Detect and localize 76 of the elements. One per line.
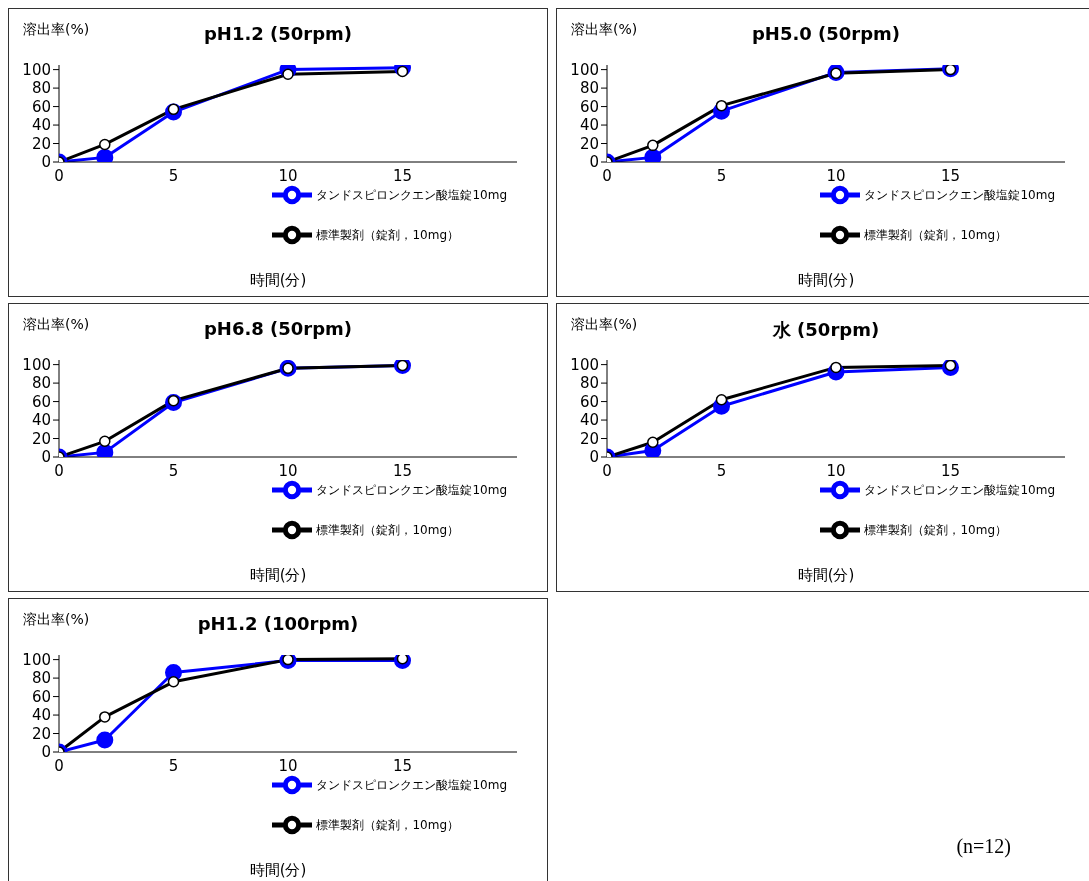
y-tick-label: 100 xyxy=(570,355,599,374)
legend-label: 標準製剤（錠剤，10mg） xyxy=(864,522,1007,537)
x-tick-label: 0 xyxy=(54,461,64,480)
x-tick-label: 5 xyxy=(716,166,727,185)
x-tick-label: 5 xyxy=(168,461,179,480)
x-tick-label: 10 xyxy=(826,166,846,185)
y-axis-title: 溶出率(%) xyxy=(23,316,90,334)
y-tick-label: 40 xyxy=(31,411,51,430)
legend-label: タンドスピロンクエン酸塩錠10mg xyxy=(864,482,1055,497)
x-tick-label: 5 xyxy=(168,756,179,775)
y-tick-label: 100 xyxy=(570,60,599,79)
x-tick-label: 10 xyxy=(278,166,298,185)
y-tick-label: 100 xyxy=(22,650,51,669)
y-tick-label: 80 xyxy=(31,374,51,393)
chart-title: 水 (50rpm) xyxy=(772,319,880,340)
y-axis-title: 溶出率(%) xyxy=(23,611,90,629)
y-tick-label: 20 xyxy=(579,134,599,153)
y-tick-label: 100 xyxy=(22,355,51,374)
y-tick-label: 0 xyxy=(589,153,599,172)
x-tick-label: 0 xyxy=(54,756,64,775)
y-tick-label: 60 xyxy=(31,687,51,706)
y-tick-label: 40 xyxy=(579,116,599,135)
legend-label: タンドスピロンクエン酸塩錠10mg xyxy=(316,187,507,202)
y-tick-label: 20 xyxy=(31,724,51,743)
y-axis-title: 溶出率(%) xyxy=(23,21,90,39)
x-axis-title: 時間(分) xyxy=(248,271,308,290)
x-tick-label: 5 xyxy=(716,461,727,480)
y-tick-label: 40 xyxy=(31,706,51,725)
y-tick-label: 20 xyxy=(31,429,51,448)
x-tick-label: 0 xyxy=(602,461,612,480)
legend-label: タンドスピロンクエン酸塩錠10mg xyxy=(316,482,507,497)
legend-label: タンドスピロンクエン酸塩錠10mg xyxy=(864,187,1055,202)
legend-label: 標準製剤（錠剤，10mg） xyxy=(316,817,459,832)
x-tick-label: 0 xyxy=(54,166,64,185)
y-axis-title: 溶出率(%) xyxy=(571,316,638,334)
y-tick-label: 40 xyxy=(579,411,599,430)
legend-label: 標準製剤（錠剤，10mg） xyxy=(316,227,459,242)
y-tick-label: 40 xyxy=(31,116,51,135)
x-tick-label: 10 xyxy=(278,461,298,480)
x-axis-title: 時間(分) xyxy=(248,566,308,585)
y-tick-label: 80 xyxy=(31,669,51,688)
legend-label: タンドスピロンクエン酸塩錠10mg xyxy=(316,777,507,792)
y-tick-label: 20 xyxy=(579,429,599,448)
y-tick-label: 60 xyxy=(31,392,51,411)
x-axis-title: 時間(分) xyxy=(796,271,856,290)
chart-title: pH5.0 (50rpm) xyxy=(751,23,901,44)
y-tick-label: 0 xyxy=(41,153,51,172)
y-tick-label: 20 xyxy=(31,134,51,153)
x-tick-label: 15 xyxy=(940,166,961,185)
x-tick-label: 15 xyxy=(940,461,961,480)
x-axis-title: 時間(分) xyxy=(248,861,308,880)
y-tick-label: 0 xyxy=(589,448,599,467)
chart-title: pH6.8 (50rpm) xyxy=(203,318,353,339)
x-tick-label: 5 xyxy=(168,166,179,185)
x-tick-label: 10 xyxy=(826,461,846,480)
x-axis-title: 時間(分) xyxy=(796,566,856,585)
x-tick-label: 15 xyxy=(392,166,413,185)
y-tick-label: 60 xyxy=(579,392,599,411)
y-tick-label: 0 xyxy=(41,448,51,467)
legend-label: 標準製剤（錠剤，10mg） xyxy=(864,227,1007,242)
x-tick-label: 15 xyxy=(392,756,413,775)
x-tick-label: 0 xyxy=(602,166,612,185)
y-tick-label: 100 xyxy=(22,60,51,79)
text: (n=12) xyxy=(956,835,1011,858)
y-axis-title: 溶出率(%) xyxy=(571,21,638,39)
legend-label: 標準製剤（錠剤，10mg） xyxy=(316,522,459,537)
y-tick-label: 80 xyxy=(579,79,599,98)
y-tick-label: 80 xyxy=(31,79,51,98)
chart-title: pH1.2 (100rpm) xyxy=(197,613,359,634)
chart-title: pH1.2 (50rpm) xyxy=(203,23,353,44)
x-tick-label: 10 xyxy=(278,756,298,775)
y-tick-label: 60 xyxy=(31,97,51,116)
y-tick-label: 0 xyxy=(41,743,51,762)
y-tick-label: 80 xyxy=(579,374,599,393)
x-tick-label: 15 xyxy=(392,461,413,480)
y-tick-label: 60 xyxy=(579,97,599,116)
